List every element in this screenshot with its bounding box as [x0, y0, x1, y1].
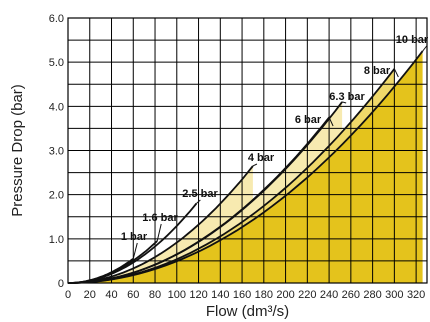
label-6-3-bar: 6.3 bar — [329, 91, 365, 103]
x-tick-label: 120 — [189, 289, 207, 301]
curve-10-bar — [67, 50, 424, 284]
y-tick-label: 5.0 — [49, 57, 64, 69]
label-10-bar: 10 bar — [396, 34, 429, 46]
x-tick-label: 60 — [127, 289, 139, 301]
x-tick-label: 180 — [255, 289, 273, 301]
x-tick-labels: 0 20 40 60 80 100 120 140 160 180 200 220 240 260 280 3… — [65, 289, 425, 301]
y-axis-title: Pressure Drop (bar) — [9, 84, 26, 217]
y-tick-label: 0 — [58, 278, 64, 290]
x-tick-label: 240 — [320, 289, 338, 301]
grid — [67, 17, 428, 284]
x-tick-label: 160 — [233, 289, 251, 301]
x-tick-label: 280 — [363, 289, 381, 301]
y-tick-label: 4.0 — [49, 101, 64, 113]
plot-frame — [67, 17, 428, 284]
x-tick-label: 140 — [211, 289, 229, 301]
x-tick-label: 40 — [105, 289, 117, 301]
leader-6-bar — [328, 117, 334, 127]
x-tick-label: 320 — [407, 289, 425, 301]
fill-areas — [68, 51, 423, 284]
x-tick-label: 0 — [65, 289, 71, 301]
y-tick-label: 1.0 — [49, 234, 64, 246]
x-tick-label: 200 — [276, 289, 294, 301]
x-axis-title: Flow (dm³/s) — [206, 303, 289, 320]
leader-4-bar — [252, 163, 258, 167]
leader-6-3-bar — [342, 101, 347, 104]
y-tick-labels: 0 1.0 2.0 3.0 4.0 5.0 6.0 — [49, 13, 64, 290]
x-tick-label: 220 — [298, 289, 316, 301]
label-1-bar: 1 bar — [121, 231, 148, 243]
x-tick-label: 80 — [149, 289, 161, 301]
curve-4-bar — [67, 165, 254, 284]
x-tick-label: 260 — [342, 289, 360, 301]
y-tick-label: 2.0 — [49, 190, 64, 202]
label-2-5-bar: 2.5 bar — [182, 188, 218, 200]
leader-10-bar — [422, 45, 428, 52]
label-4-bar: 4 bar — [248, 152, 275, 164]
curves — [67, 50, 424, 284]
label-6-bar: 6 bar — [295, 114, 322, 126]
label-8-bar: 8 bar — [364, 65, 391, 77]
leader-1-6-bar — [156, 223, 162, 242]
fill-10-bar — [68, 51, 423, 283]
leader-8-bar — [393, 68, 399, 78]
leader-1-bar — [132, 242, 138, 259]
label-1-6-bar: 1.6 bar — [142, 212, 178, 224]
x-tick-label: 20 — [84, 289, 96, 301]
x-tick-label: 300 — [385, 289, 403, 301]
y-tick-label: 3.0 — [49, 146, 64, 158]
curve-labels: 1 bar 1.6 bar 2.5 bar 4 bar 6 bar 6.3 bar 8 ba… — [121, 34, 429, 259]
y-tick-label: 6.0 — [49, 13, 64, 25]
leader-2-5-bar — [196, 199, 201, 204]
x-tick-label: 100 — [168, 289, 186, 301]
